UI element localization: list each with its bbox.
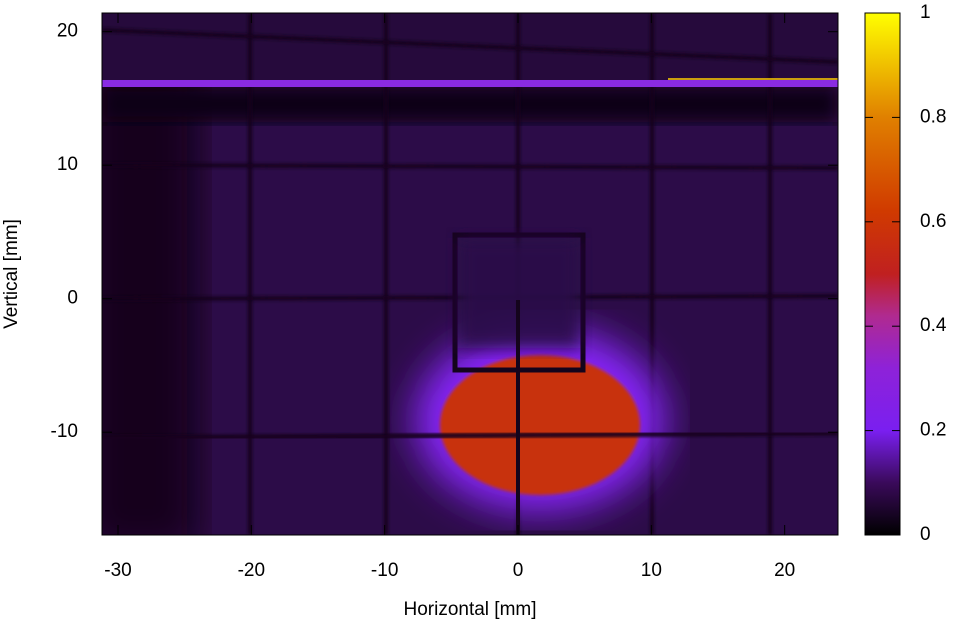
x-tick-label: -30 [104,560,131,581]
y-tick-label: 20 [57,21,78,42]
heatmap-image [102,13,838,535]
x-tick-label: -20 [238,560,265,581]
x-tick-label: 20 [774,560,795,581]
colorbar-tick-label: 0 [920,524,931,545]
y-tick-label: 0 [67,288,78,309]
x-tick-label: -10 [371,560,398,581]
y-tick-label: -10 [51,421,78,442]
colorbar-tick-label: 0.4 [920,315,947,336]
x-axis-label: Horizontal [mm] [403,599,536,620]
y-tick-label: 10 [57,154,78,175]
colorbar-tick-label: 0.2 [920,420,946,441]
x-tick-label: 0 [513,560,524,581]
colorbar-tick-label: 0.6 [920,211,946,232]
colorbar-tick-label: 0.8 [920,106,946,127]
colorbar-tick-label: 1 [920,2,931,23]
plot-frame [101,12,839,536]
x-tick-label: 10 [641,560,662,581]
y-axis-label: Vertical [mm] [1,219,22,329]
colorbar [864,12,901,536]
